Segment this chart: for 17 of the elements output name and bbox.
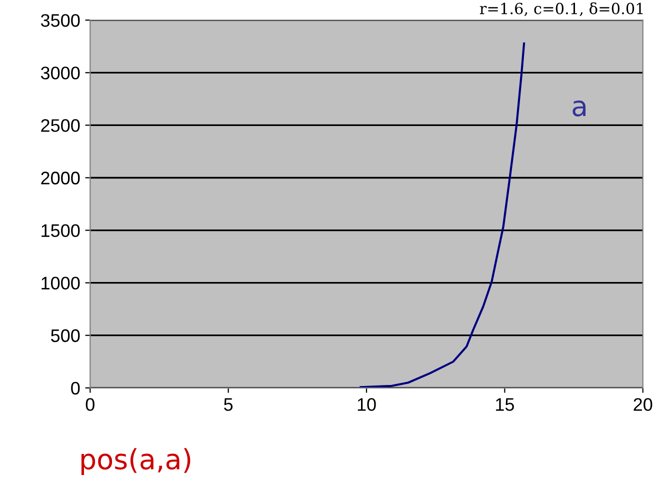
text: pos(a,a) (81, 448, 190, 475)
x-tick-label: 5 (224, 398, 233, 411)
y-tick-label: 0 (71, 382, 80, 395)
x-tick-label: 20 (634, 398, 652, 411)
y-tick-label: 3000 (40, 66, 80, 80)
y-tick-label: 3500 (40, 14, 80, 27)
series-label: a (572, 100, 586, 116)
x-tick-label: 10 (358, 398, 376, 411)
y-tick-label: 2500 (41, 119, 80, 132)
y-tick-label: 1500 (42, 224, 80, 237)
text: r=1.6, c=0.1, δ=0.01 (480, 2, 643, 16)
y-tick-label: 500 (51, 329, 80, 342)
x-tick-label: 15 (496, 398, 514, 411)
x-tick-label: 0 (86, 398, 94, 411)
y-tick-label: 2000 (41, 172, 80, 184)
y-tick-label: 1000 (42, 276, 80, 290)
line-series (360, 42, 526, 388)
